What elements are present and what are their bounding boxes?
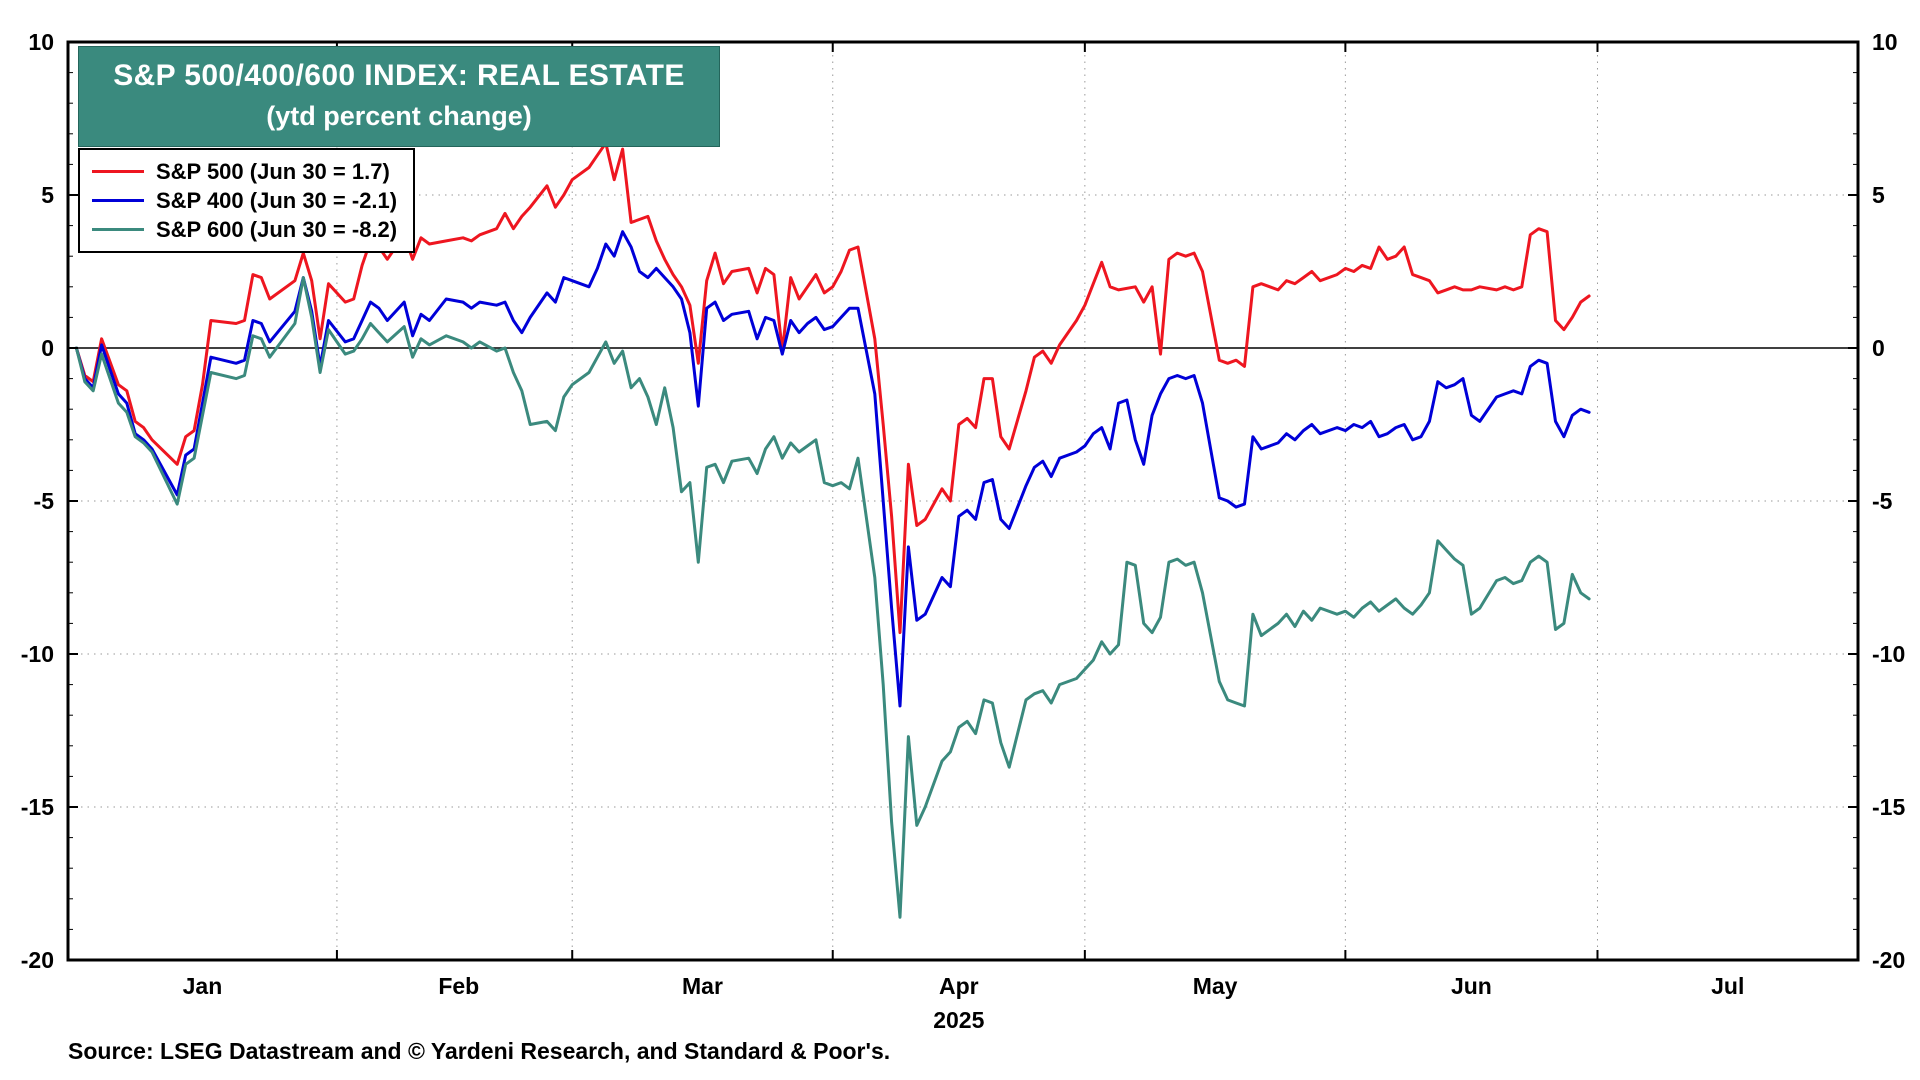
source-text: Source: LSEG Datastream and © Yardeni Re… (68, 1038, 891, 1064)
x-axis-month-label: Feb (438, 973, 479, 999)
legend-item-sp500: S&P 500 (Jun 30 = 1.7) (92, 157, 397, 186)
sp400-line-swatch (92, 199, 144, 202)
x-axis-month-label: Apr (939, 973, 979, 999)
y-axis-label-left: -5 (34, 488, 55, 514)
series-line-sp600 (74, 276, 1591, 919)
sp500-line-swatch (92, 170, 144, 173)
y-axis-label-left: -10 (21, 641, 54, 667)
y-axis-label-left: -20 (21, 947, 54, 973)
x-axis-month-label: Jul (1711, 973, 1744, 999)
legend-item-sp400: S&P 400 (Jun 30 = -2.1) (92, 186, 397, 215)
y-axis-label-right: -20 (1872, 947, 1905, 973)
y-axis-label-right: -15 (1872, 794, 1905, 820)
legend-label-sp600: S&P 600 (Jun 30 = -8.2) (156, 216, 398, 242)
legend: S&P 500 (Jun 30 = 1.7) S&P 400 (Jun 30 =… (78, 148, 416, 253)
legend-label-sp500: S&P 500 (Jun 30 = 1.7) (156, 158, 390, 184)
y-axis-label-left: -15 (21, 794, 54, 820)
legend-item-sp600: S&P 600 (Jun 30 = -8.2) (92, 215, 397, 244)
y-axis-label-left: 10 (28, 29, 54, 55)
y-axis-label-right: -10 (1872, 641, 1905, 667)
x-axis-month-label: Jun (1451, 973, 1492, 999)
series-line-sp500 (74, 141, 1591, 635)
legend-label-sp400: S&P 400 (Jun 30 = -2.1) (156, 187, 398, 213)
y-axis-label-left: 0 (41, 335, 54, 361)
chart-title-box: S&P 500/400/600 INDEX: REAL ESTATE (ytd … (78, 46, 720, 147)
y-axis-label-right: 5 (1872, 182, 1885, 208)
chart-subtitle: (ytd percent change) (266, 101, 532, 131)
x-axis-month-label: Mar (682, 973, 723, 999)
series-line-sp400 (74, 230, 1591, 708)
x-axis-year-label: 2025 (933, 1007, 984, 1033)
y-axis-label-left: 5 (41, 182, 54, 208)
chart-title: S&P 500/400/600 INDEX: REAL ESTATE (113, 59, 685, 92)
y-axis-label-right: 0 (1872, 335, 1885, 361)
x-axis-month-label: May (1193, 973, 1238, 999)
y-axis-label-right: -5 (1872, 488, 1893, 514)
y-axis-label-right: 10 (1872, 29, 1898, 55)
sp600-line-swatch (92, 228, 144, 231)
x-axis-month-label: Jan (183, 973, 223, 999)
